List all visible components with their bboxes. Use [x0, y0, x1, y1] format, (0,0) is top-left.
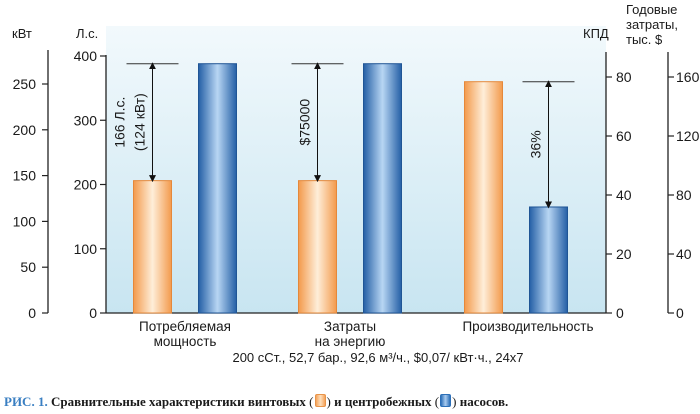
tick-label: 0: [616, 305, 624, 321]
annotation-label: $75000: [297, 99, 313, 146]
tick-label: 80: [616, 69, 632, 85]
category-label: Затраты: [324, 319, 376, 334]
category-label: на энергию: [315, 334, 386, 349]
tick-label: 60: [616, 128, 632, 144]
bar: [298, 180, 337, 314]
axis-title: Годовые: [626, 2, 677, 17]
figure-caption: РИС. 1. Сравнительные характеристики вин…: [4, 394, 509, 409]
bar: [464, 81, 503, 314]
tick-label: 120: [676, 128, 700, 144]
annotation-label: 36%: [528, 130, 544, 158]
figure-label: РИС. 1.: [4, 394, 48, 409]
centrifugal-pump-swatch: [440, 394, 452, 407]
chart-subtitle: 200 сСт., 52,7 бар., 92,6 м³/ч., $0,07/ …: [232, 350, 523, 365]
axis-title: Л.с.: [76, 26, 98, 41]
tick-label: 400: [74, 48, 98, 64]
tick-label: 200: [74, 177, 98, 193]
plot-background: [106, 26, 606, 313]
caption-text: Сравнительные характеристики винтовых: [50, 394, 306, 409]
axis-title: тыс. $: [626, 32, 663, 47]
tick-label: 80: [676, 187, 692, 203]
bar: [363, 63, 402, 314]
annotation-label: 166 Л.с.: [112, 97, 128, 148]
tick-label: 300: [74, 112, 98, 128]
tick-label: 20: [616, 246, 632, 262]
annotation-label: (124 кВт): [132, 93, 148, 151]
bar: [133, 180, 172, 314]
tick-label: 150: [13, 168, 37, 184]
tick-label: 50: [20, 259, 36, 275]
category-label: мощность: [154, 334, 217, 349]
axis-title: затраты,: [626, 17, 678, 32]
screw-pump-swatch: [314, 394, 326, 407]
axis-title: КПД: [583, 26, 609, 41]
tick-label: 160: [676, 69, 700, 85]
tick-label: 200: [13, 122, 37, 138]
tick-label: 100: [74, 241, 98, 257]
bar: [529, 206, 568, 314]
tick-label: 0: [89, 305, 97, 321]
tick-label: 0: [28, 305, 36, 321]
tick-label: 250: [13, 76, 37, 92]
bar: [198, 63, 237, 314]
axis-title: кВт: [12, 26, 32, 41]
caption-tail: насосов.: [459, 394, 509, 409]
tick-label: 40: [616, 187, 632, 203]
tick-label: 0: [676, 305, 684, 321]
tick-label: 100: [13, 213, 37, 229]
category-label: Потребляемая: [139, 319, 231, 334]
tick-label: 40: [676, 246, 692, 262]
category-label: Производительность: [462, 319, 593, 334]
caption-conj: и центробежных: [334, 394, 432, 409]
